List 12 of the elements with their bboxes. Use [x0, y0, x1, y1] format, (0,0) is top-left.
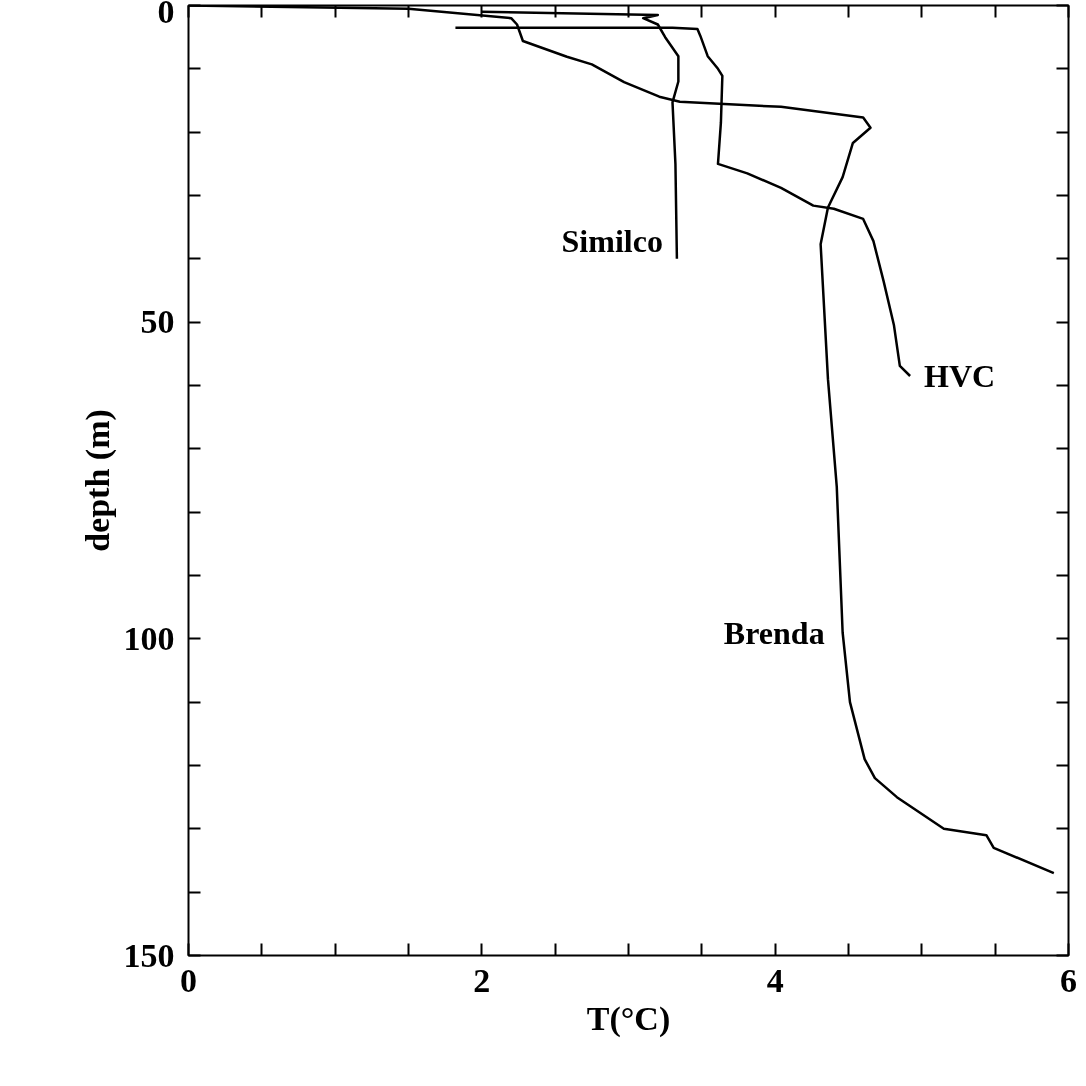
x-tick-label: 4 — [766, 961, 784, 999]
y-tick-label: 0 — [157, 0, 175, 30]
y-tick-label: 100 — [123, 619, 175, 657]
y-tick-label: 50 — [140, 303, 175, 341]
series-label: Brenda — [723, 614, 825, 651]
x-axis-title: T(°C) — [586, 999, 671, 1038]
x-tick-label: 2 — [473, 961, 491, 999]
y-axis-title: depth (m) — [78, 409, 117, 552]
x-tick-label: 6 — [1060, 961, 1077, 999]
y-tick-label: 150 — [123, 936, 175, 974]
legend-label: HVC — [924, 358, 996, 394]
series-label: Similco — [561, 222, 663, 259]
